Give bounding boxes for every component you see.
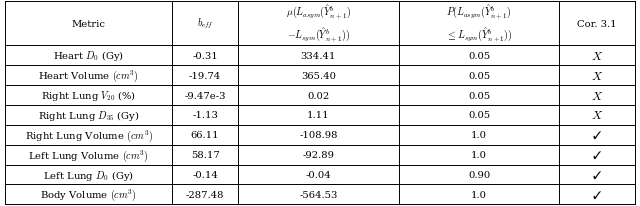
Text: $\checkmark$: $\checkmark$ xyxy=(592,169,602,180)
Text: -0.31: -0.31 xyxy=(192,52,218,61)
Text: $\checkmark$: $\checkmark$ xyxy=(592,149,602,160)
Text: 0.05: 0.05 xyxy=(468,91,490,100)
Text: 0.90: 0.90 xyxy=(468,170,490,179)
Text: -19.74: -19.74 xyxy=(189,71,221,80)
Text: -1.13: -1.13 xyxy=(192,111,218,120)
Text: $\checkmark$: $\checkmark$ xyxy=(592,130,602,141)
Text: $b_{eff}$: $b_{eff}$ xyxy=(196,17,214,31)
Text: Right Lung Volume $(cm^3)$: Right Lung Volume $(cm^3)$ xyxy=(24,127,152,143)
Text: -0.04: -0.04 xyxy=(305,170,332,179)
Text: $\checkmark$: $\checkmark$ xyxy=(592,189,602,200)
Text: -9.47e-3: -9.47e-3 xyxy=(184,91,226,100)
Text: $\boldsymbol{\mathit{X}}$: $\boldsymbol{\mathit{X}}$ xyxy=(591,50,604,63)
Text: $P(L_{asym}(\hat{Y}^b_{n+1})$
$\leq L_{sym}(\hat{Y}^b_{n+1}))$: $P(L_{asym}(\hat{Y}^b_{n+1})$ $\leq L_{s… xyxy=(445,4,512,44)
Text: 1.11: 1.11 xyxy=(307,111,330,120)
Text: 1.0: 1.0 xyxy=(471,131,487,140)
Text: 58.17: 58.17 xyxy=(191,150,220,159)
Text: Right Lung $D_{35}$ (Gy): Right Lung $D_{35}$ (Gy) xyxy=(38,108,140,122)
Text: $\boldsymbol{\mathit{X}}$: $\boldsymbol{\mathit{X}}$ xyxy=(591,69,604,82)
Text: Metric: Metric xyxy=(72,20,106,28)
Text: 1.0: 1.0 xyxy=(471,150,487,159)
Text: Cor. 3.1: Cor. 3.1 xyxy=(577,20,617,28)
Text: -564.53: -564.53 xyxy=(300,190,338,199)
Text: 1.0: 1.0 xyxy=(471,190,487,199)
Text: $\mu(L_{asym}(\hat{Y}^b_{n+1})$
$-L_{sym}(\hat{Y}^b_{n+1}))$: $\mu(L_{asym}(\hat{Y}^b_{n+1})$ $-L_{sym… xyxy=(286,4,351,44)
Text: Heart Volume $(cm^3)$: Heart Volume $(cm^3)$ xyxy=(38,68,139,84)
Text: 66.11: 66.11 xyxy=(191,131,220,140)
Text: $\boldsymbol{\mathit{X}}$: $\boldsymbol{\mathit{X}}$ xyxy=(591,109,604,122)
Text: 365.40: 365.40 xyxy=(301,71,336,80)
Text: Left Lung Volume $(cm^3)$: Left Lung Volume $(cm^3)$ xyxy=(28,147,149,163)
Text: 334.41: 334.41 xyxy=(301,52,336,61)
Text: -108.98: -108.98 xyxy=(299,131,338,140)
Text: -92.89: -92.89 xyxy=(303,150,335,159)
Text: 0.05: 0.05 xyxy=(468,111,490,120)
Text: 0.05: 0.05 xyxy=(468,71,490,80)
Text: Left Lung $D_0$ (Gy): Left Lung $D_0$ (Gy) xyxy=(43,168,134,182)
Text: 0.02: 0.02 xyxy=(307,91,330,100)
Text: Body Volume $(cm^3)$: Body Volume $(cm^3)$ xyxy=(40,187,137,202)
Text: Heart $D_0$ (Gy): Heart $D_0$ (Gy) xyxy=(53,49,124,63)
Text: -287.48: -287.48 xyxy=(186,190,224,199)
Text: -0.14: -0.14 xyxy=(192,170,218,179)
Text: $\boldsymbol{\mathit{X}}$: $\boldsymbol{\mathit{X}}$ xyxy=(591,89,604,102)
Text: Right Lung $V_{20}$ (%): Right Lung $V_{20}$ (%) xyxy=(41,89,136,103)
Text: 0.05: 0.05 xyxy=(468,52,490,61)
